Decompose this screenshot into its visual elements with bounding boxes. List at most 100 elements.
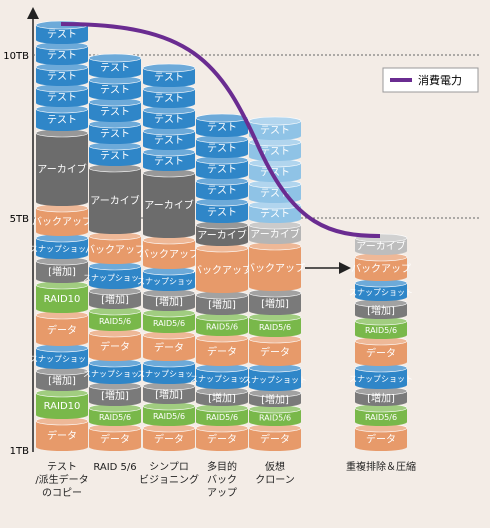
cylinder: アーカイブ	[195, 220, 249, 246]
cylinder: [増加]	[195, 290, 249, 315]
cylinder-body	[355, 428, 407, 447]
segment-label: データ	[47, 324, 77, 337]
cylinder: アーカイブ	[88, 163, 142, 234]
cylinder: テスト	[195, 134, 249, 158]
segment-label: RAID5/6	[206, 323, 238, 332]
cylinder: スナップショット	[190, 363, 254, 389]
cylinder: データ	[88, 328, 142, 361]
cylinder: データ	[248, 423, 302, 451]
cylinder: RAID5/6	[354, 316, 408, 339]
cylinder: RAID5/6	[88, 403, 142, 426]
segment-label: データ	[47, 429, 77, 442]
cylinder: アーカイブ	[142, 168, 196, 238]
cylinder: テスト	[195, 113, 249, 137]
cylinder-body	[143, 428, 195, 447]
segment-label: アーカイブ	[90, 194, 139, 207]
cylinder-body	[143, 363, 195, 380]
segment-label: テスト	[207, 123, 237, 134]
cylinder: テスト	[248, 200, 302, 223]
cylinder: RAID5/6	[248, 404, 302, 426]
segment-label: テスト	[47, 30, 77, 41]
cylinder: テスト	[195, 176, 249, 200]
segment-label: アーカイブ	[197, 229, 246, 242]
cylinder: データ	[354, 336, 408, 366]
segment-label: RAID5/6	[99, 413, 131, 422]
cylinder-body	[89, 266, 141, 285]
cylinder-body	[89, 80, 141, 96]
cylinder-body	[143, 271, 195, 287]
cylinder: RAID5/6	[142, 401, 196, 426]
segment-label: テスト	[260, 147, 290, 158]
cylinder: テスト	[142, 147, 196, 171]
cylinder: テスト	[142, 84, 196, 108]
segment-label: テスト	[207, 186, 237, 197]
cylinder: [増加]	[35, 256, 89, 283]
segment-label: アーカイブ	[250, 228, 299, 241]
segment-label: データ	[154, 433, 184, 446]
cylinder: スナップショット	[30, 343, 94, 369]
cylinder: テスト	[88, 119, 142, 144]
cylinder: テスト	[35, 104, 89, 131]
segment-label: [増加]	[155, 295, 183, 308]
cylinder: テスト	[195, 155, 249, 179]
cylinder-body	[249, 393, 301, 403]
cylinder: テスト	[142, 126, 196, 150]
segment-label: テスト	[100, 151, 130, 162]
cylinder: テスト	[35, 41, 89, 65]
cylinder-body	[143, 313, 195, 329]
segment-label: スナップショット	[83, 274, 147, 283]
cylinder: スナップショット	[137, 266, 201, 291]
cylinder-body	[355, 368, 407, 385]
segment-label: テスト	[100, 63, 130, 74]
segment-label: データ	[366, 347, 396, 360]
cylinder-body	[196, 368, 248, 385]
segment-label: テスト	[47, 51, 77, 62]
cylinder-body	[36, 109, 88, 127]
cylinder: テスト	[248, 179, 302, 203]
segment-label: RAID5/6	[99, 317, 131, 326]
segment-label: スナップショット	[349, 375, 413, 384]
segment-label: [増加]	[101, 293, 129, 306]
segment-label: スナップショット	[83, 370, 147, 379]
cylinder: [増加]	[142, 381, 196, 404]
segment-label: データ	[260, 346, 290, 359]
cylinder-body	[36, 393, 88, 415]
cylinder: テスト	[88, 141, 142, 166]
cylinder: テスト	[35, 20, 89, 44]
cylinder: スナップショット	[349, 363, 413, 389]
tick-label: 1TB	[10, 446, 29, 457]
cylinder-body	[249, 317, 301, 333]
segment-label: テスト	[260, 189, 290, 200]
segment-label: スナップショット	[137, 277, 201, 286]
cylinder: RAID5/6	[195, 312, 249, 336]
segment-label: スナップショット	[190, 375, 254, 384]
cylinder: [増加]	[248, 388, 302, 407]
column-label: /派生データ	[35, 473, 88, 486]
cylinder-body	[89, 168, 141, 230]
column-label: アップ	[207, 487, 237, 499]
power-curve	[60, 22, 381, 238]
segment-label: バックアップ	[245, 263, 305, 275]
cylinder-body	[36, 261, 88, 279]
cylinder-top	[88, 53, 142, 63]
cylinder-body	[89, 386, 141, 402]
segment-label: テスト	[154, 136, 184, 147]
cylinder: データ	[88, 423, 142, 451]
cylinder-body	[355, 341, 407, 362]
tick-label: 10TB	[3, 51, 29, 62]
cylinder: [増加]	[142, 288, 196, 311]
cylinder: テスト	[248, 116, 302, 140]
cylinder-body	[36, 133, 88, 202]
cylinder: [増加]	[354, 386, 408, 406]
segment-label: RAID5/6	[206, 413, 238, 422]
column-label: クローン	[255, 474, 295, 486]
segment-label: RAID10	[44, 294, 81, 305]
segment-label: [増加]	[367, 304, 395, 317]
cylinder-body	[196, 248, 248, 289]
cylinder-body	[355, 391, 407, 402]
cylinder: [増加]	[35, 366, 89, 391]
cylinder-body	[196, 225, 248, 242]
cylinder: データ	[195, 423, 249, 451]
cylinder: バックアップ	[32, 203, 92, 236]
